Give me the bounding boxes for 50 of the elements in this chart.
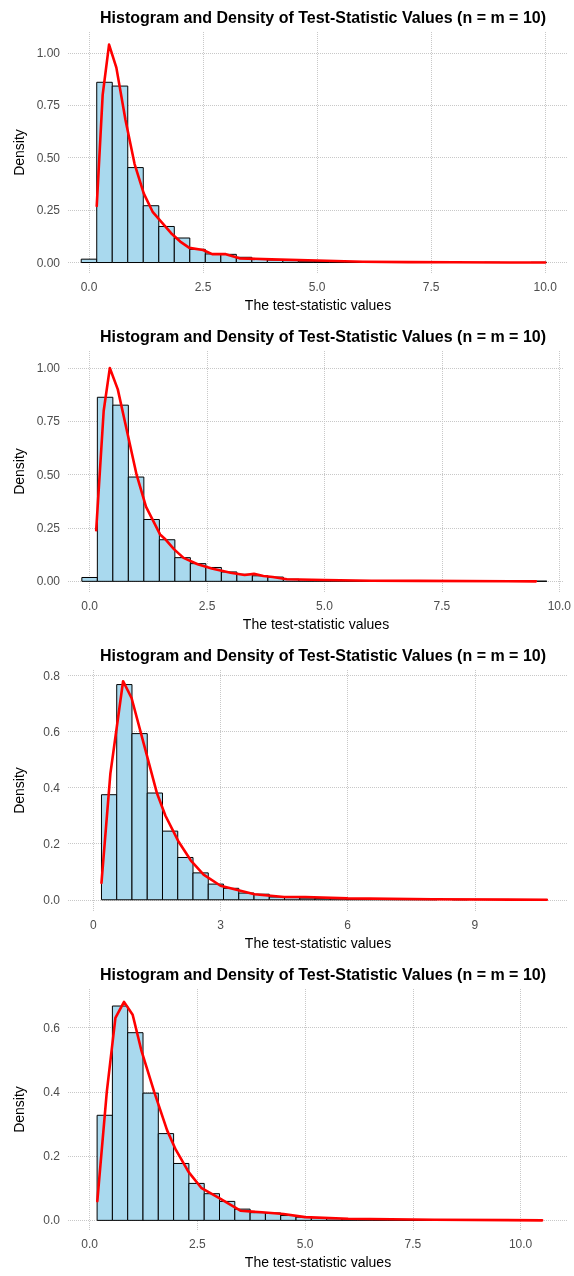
y-tick-label: 0.4 — [43, 1084, 61, 1099]
x-tick-label: 0.0 — [81, 599, 99, 613]
y-tick-label: 0.00 — [36, 255, 61, 270]
x-tick-label: 2.5 — [194, 280, 212, 294]
y-tick-label: 0.2 — [43, 1149, 61, 1164]
x-tick-label: 5.0 — [296, 1237, 314, 1251]
x-tick-label: 5.0 — [316, 599, 334, 613]
x-tick-label: 2.5 — [198, 599, 216, 613]
x-tick-label: 2.5 — [188, 1237, 206, 1251]
y-tick-label: 1.00 — [36, 45, 61, 60]
chart-title: Histogram and Density of Test-Statistic Values (n = m = 10) — [99, 327, 547, 345]
y-tick-label: 0.25 — [36, 521, 61, 536]
y-axis-title: Density — [10, 129, 27, 176]
y-tick-label: 0.75 — [36, 98, 61, 113]
x-tick-label: 10.0 — [547, 599, 572, 613]
y-tick-label: 0.25 — [36, 203, 61, 218]
x-tick-label: 5.0 — [308, 280, 326, 294]
x-tick-label: 9 — [471, 918, 479, 932]
x-tick-label: 0.0 — [80, 280, 98, 294]
x-tick-label: 0 — [90, 918, 98, 932]
y-tick-label: 0.75 — [36, 414, 61, 429]
y-tick-label: 1.00 — [36, 361, 61, 376]
y-axis-title: Density — [11, 1086, 27, 1133]
x-tick-label: 3 — [217, 918, 225, 932]
y-tick-label: 0.50 — [36, 467, 61, 482]
x-tick-label: 10.0 — [508, 1237, 533, 1251]
x-tick-label: 7.5 — [422, 280, 440, 294]
y-axis-title: Density — [10, 448, 27, 495]
x-tick-label: 10.0 — [533, 280, 558, 294]
y-tick-label: 0.0 — [43, 1213, 61, 1228]
y-tick-label: 0.50 — [36, 150, 61, 165]
x-axis-title: The test-statistic values — [244, 1253, 392, 1270]
chart-title: Histogram and Density of Test-Statistic Values (n = m = 10) — [99, 965, 547, 983]
x-tick-label: 7.5 — [433, 599, 451, 613]
y-tick-label: 0.6 — [43, 724, 61, 739]
chart-title: Histogram and Density of Test-Statistic Values (n = m = 10) — [99, 8, 547, 26]
y-tick-label: 0.6 — [43, 1020, 61, 1035]
y-tick-label: 0.4 — [43, 780, 61, 795]
x-axis-title: The test-statistic values — [242, 615, 390, 632]
y-axis-title: Density — [11, 767, 27, 814]
y-tick-label: 0.2 — [43, 836, 61, 851]
y-tick-label: 0.00 — [36, 574, 61, 589]
y-tick-label: 0.0 — [43, 892, 61, 907]
x-tick-label: 0.0 — [81, 1237, 99, 1251]
x-axis-title: The test-statistic values — [244, 296, 392, 313]
y-tick-label: 0.8 — [43, 668, 61, 683]
x-tick-label: 7.5 — [404, 1237, 422, 1251]
x-tick-label: 6 — [344, 918, 352, 932]
x-axis-title: The test-statistic values — [244, 934, 392, 951]
chart-title: Histogram and Density of Test-Statistic Values (n = m = 10) — [99, 646, 547, 664]
